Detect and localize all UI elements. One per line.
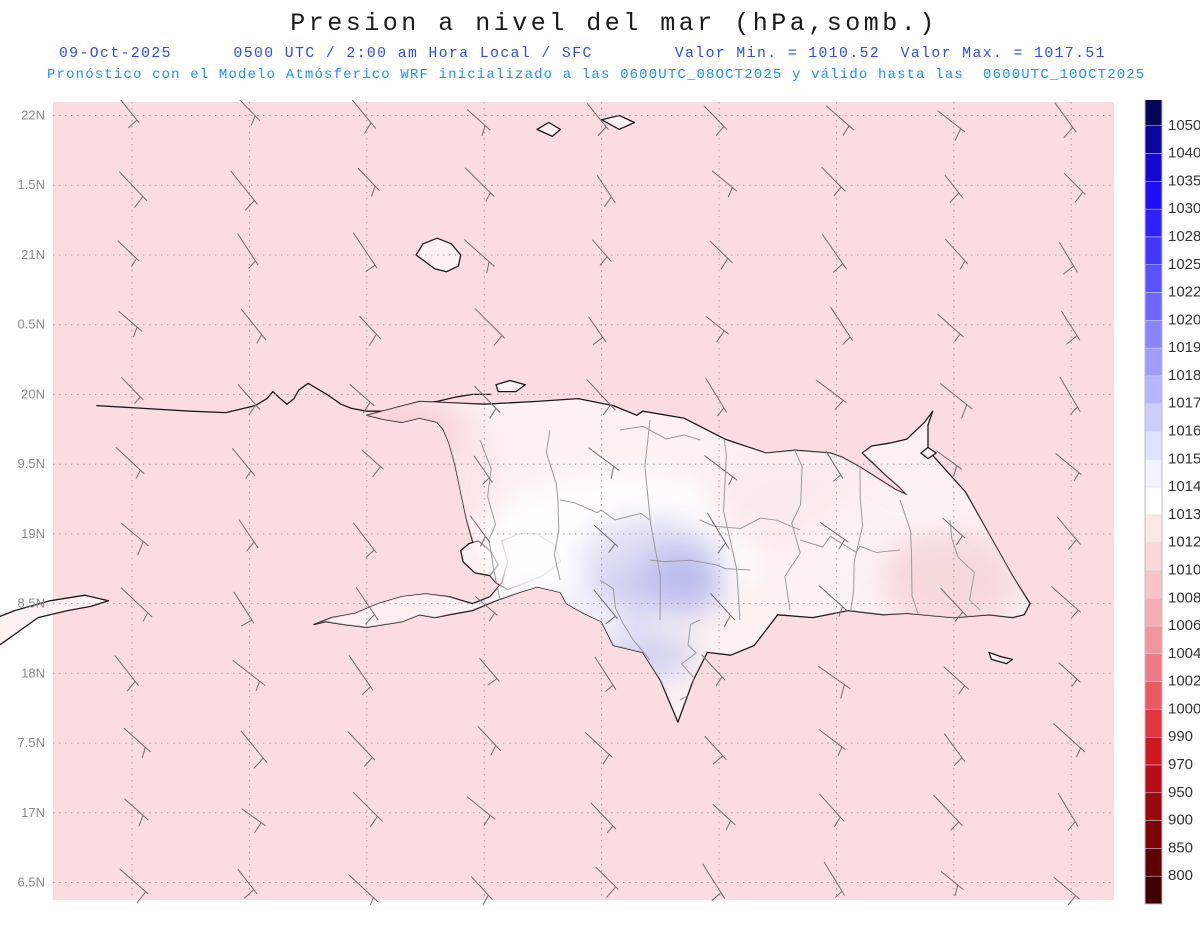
svg-text:70W: 70W <box>823 904 850 905</box>
svg-text:1035: 1035 <box>1168 172 1200 189</box>
svg-text:1015: 1015 <box>1168 450 1200 467</box>
svg-text:900: 900 <box>1168 812 1193 829</box>
svg-text:1020: 1020 <box>1168 311 1200 328</box>
svg-text:1040: 1040 <box>1168 145 1200 162</box>
svg-text:74W: 74W <box>353 904 380 905</box>
svg-text:69W: 69W <box>940 904 967 905</box>
svg-text:21N: 21N <box>21 247 45 262</box>
svg-text:1006: 1006 <box>1168 617 1200 634</box>
svg-text:1025: 1025 <box>1168 256 1200 273</box>
svg-text:1010: 1010 <box>1168 561 1200 578</box>
svg-text:800: 800 <box>1168 867 1193 884</box>
svg-text:1018: 1018 <box>1168 367 1200 384</box>
svg-text:71W: 71W <box>706 904 733 905</box>
svg-text:950: 950 <box>1168 784 1193 801</box>
svg-text:1002: 1002 <box>1168 673 1200 690</box>
svg-text:1028: 1028 <box>1168 228 1200 245</box>
svg-text:1030: 1030 <box>1168 200 1200 217</box>
svg-text:17N: 17N <box>21 805 45 820</box>
svg-text:6.5N: 6.5N <box>18 875 45 890</box>
svg-text:72W: 72W <box>588 904 615 905</box>
svg-text:7.5N: 7.5N <box>18 735 45 750</box>
svg-text:18N: 18N <box>21 665 45 680</box>
svg-text:1.5N: 1.5N <box>18 177 45 192</box>
svg-text:75W: 75W <box>236 904 263 905</box>
svg-text:19N: 19N <box>21 526 45 541</box>
svg-text:970: 970 <box>1168 756 1193 773</box>
svg-text:9.5N: 9.5N <box>18 456 45 471</box>
svg-text:20N: 20N <box>21 386 45 401</box>
svg-text:1000: 1000 <box>1168 700 1200 717</box>
svg-text:1008: 1008 <box>1168 589 1200 606</box>
svg-text:850: 850 <box>1168 839 1193 856</box>
svg-text:1014: 1014 <box>1168 478 1200 495</box>
svg-text:1050: 1050 <box>1168 117 1200 134</box>
svg-text:73W: 73W <box>471 904 498 905</box>
svg-text:0.5N: 0.5N <box>18 317 45 332</box>
svg-text:22N: 22N <box>21 108 45 123</box>
svg-text:1013: 1013 <box>1168 506 1200 523</box>
svg-text:1022: 1022 <box>1168 284 1200 301</box>
svg-text:990: 990 <box>1168 728 1193 745</box>
svg-text:1016: 1016 <box>1168 423 1200 440</box>
svg-text:76W: 76W <box>119 904 146 905</box>
svg-text:1017: 1017 <box>1168 395 1200 412</box>
svg-text:68W: 68W <box>1058 904 1085 905</box>
svg-text:1012: 1012 <box>1168 534 1200 551</box>
svg-text:1004: 1004 <box>1168 645 1200 662</box>
svg-text:1019: 1019 <box>1168 339 1200 356</box>
svg-text:8.5N: 8.5N <box>18 596 45 611</box>
